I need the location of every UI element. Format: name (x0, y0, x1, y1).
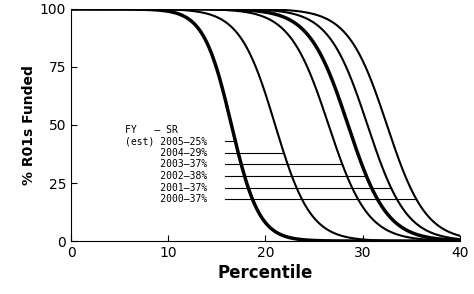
Text: 2003–37%: 2003–37% (125, 159, 207, 169)
Text: FY   – SR: FY – SR (125, 125, 177, 135)
Text: 2000–37%: 2000–37% (125, 194, 207, 204)
X-axis label: Percentile: Percentile (218, 264, 313, 282)
Y-axis label: % R01s Funded: % R01s Funded (22, 65, 36, 185)
Text: (est) 2005–25%: (est) 2005–25% (125, 136, 207, 146)
Text: 2001–37%: 2001–37% (125, 183, 207, 193)
Text: 2002–38%: 2002–38% (125, 171, 207, 181)
Text: 2004–29%: 2004–29% (125, 148, 207, 158)
